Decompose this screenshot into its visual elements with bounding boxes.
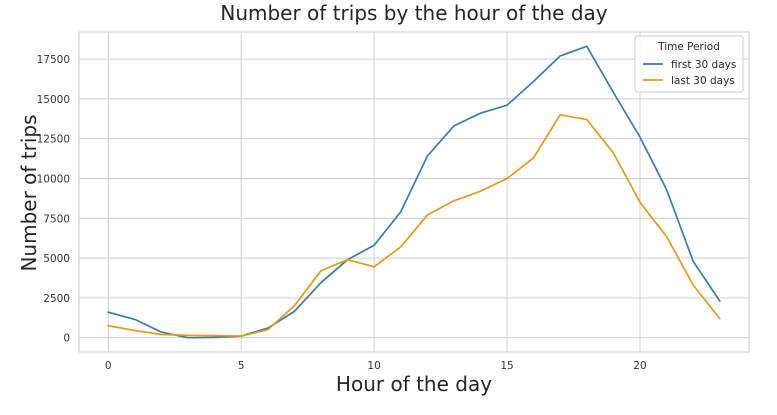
series-lines (107, 45, 721, 339)
legend-box (634, 35, 744, 93)
y-tick-label: 2500 (43, 293, 70, 305)
x-tick-label: 20 (633, 360, 646, 372)
x-axis-label: Hour of the day (336, 372, 492, 396)
series-line (107, 113, 721, 337)
x-tick-label: 10 (367, 360, 380, 372)
chart-title: Number of trips by the hour of the day (220, 1, 607, 25)
x-tick-label: 15 (500, 360, 513, 372)
legend-title: Time Period (657, 41, 720, 53)
legend: Time Period first 30 days last 30 days (634, 35, 744, 93)
legend-label: last 30 days (671, 75, 735, 87)
legend-items: first 30 days last 30 days (643, 59, 736, 87)
tick-labels: 0 5 10 15 20 0 2500 5000 7500 10000 12500 15000 1750… (37, 54, 647, 372)
series-line (107, 45, 721, 339)
y-tick-label: 10000 (37, 173, 70, 185)
y-tick-label: 17500 (37, 54, 70, 66)
plot-frame (78, 31, 750, 353)
y-tick-label: 15000 (37, 94, 70, 106)
y-tick-label: 5000 (43, 253, 70, 265)
y-tick-label: 12500 (37, 134, 70, 146)
legend-label: first 30 days (671, 59, 736, 71)
y-tick-label: 0 (63, 333, 70, 345)
x-tick-label: 5 (238, 360, 245, 372)
y-axis-label: Number of trips (17, 114, 41, 271)
y-tick-label: 7500 (43, 213, 70, 225)
x-tick-label: 0 (105, 360, 112, 372)
